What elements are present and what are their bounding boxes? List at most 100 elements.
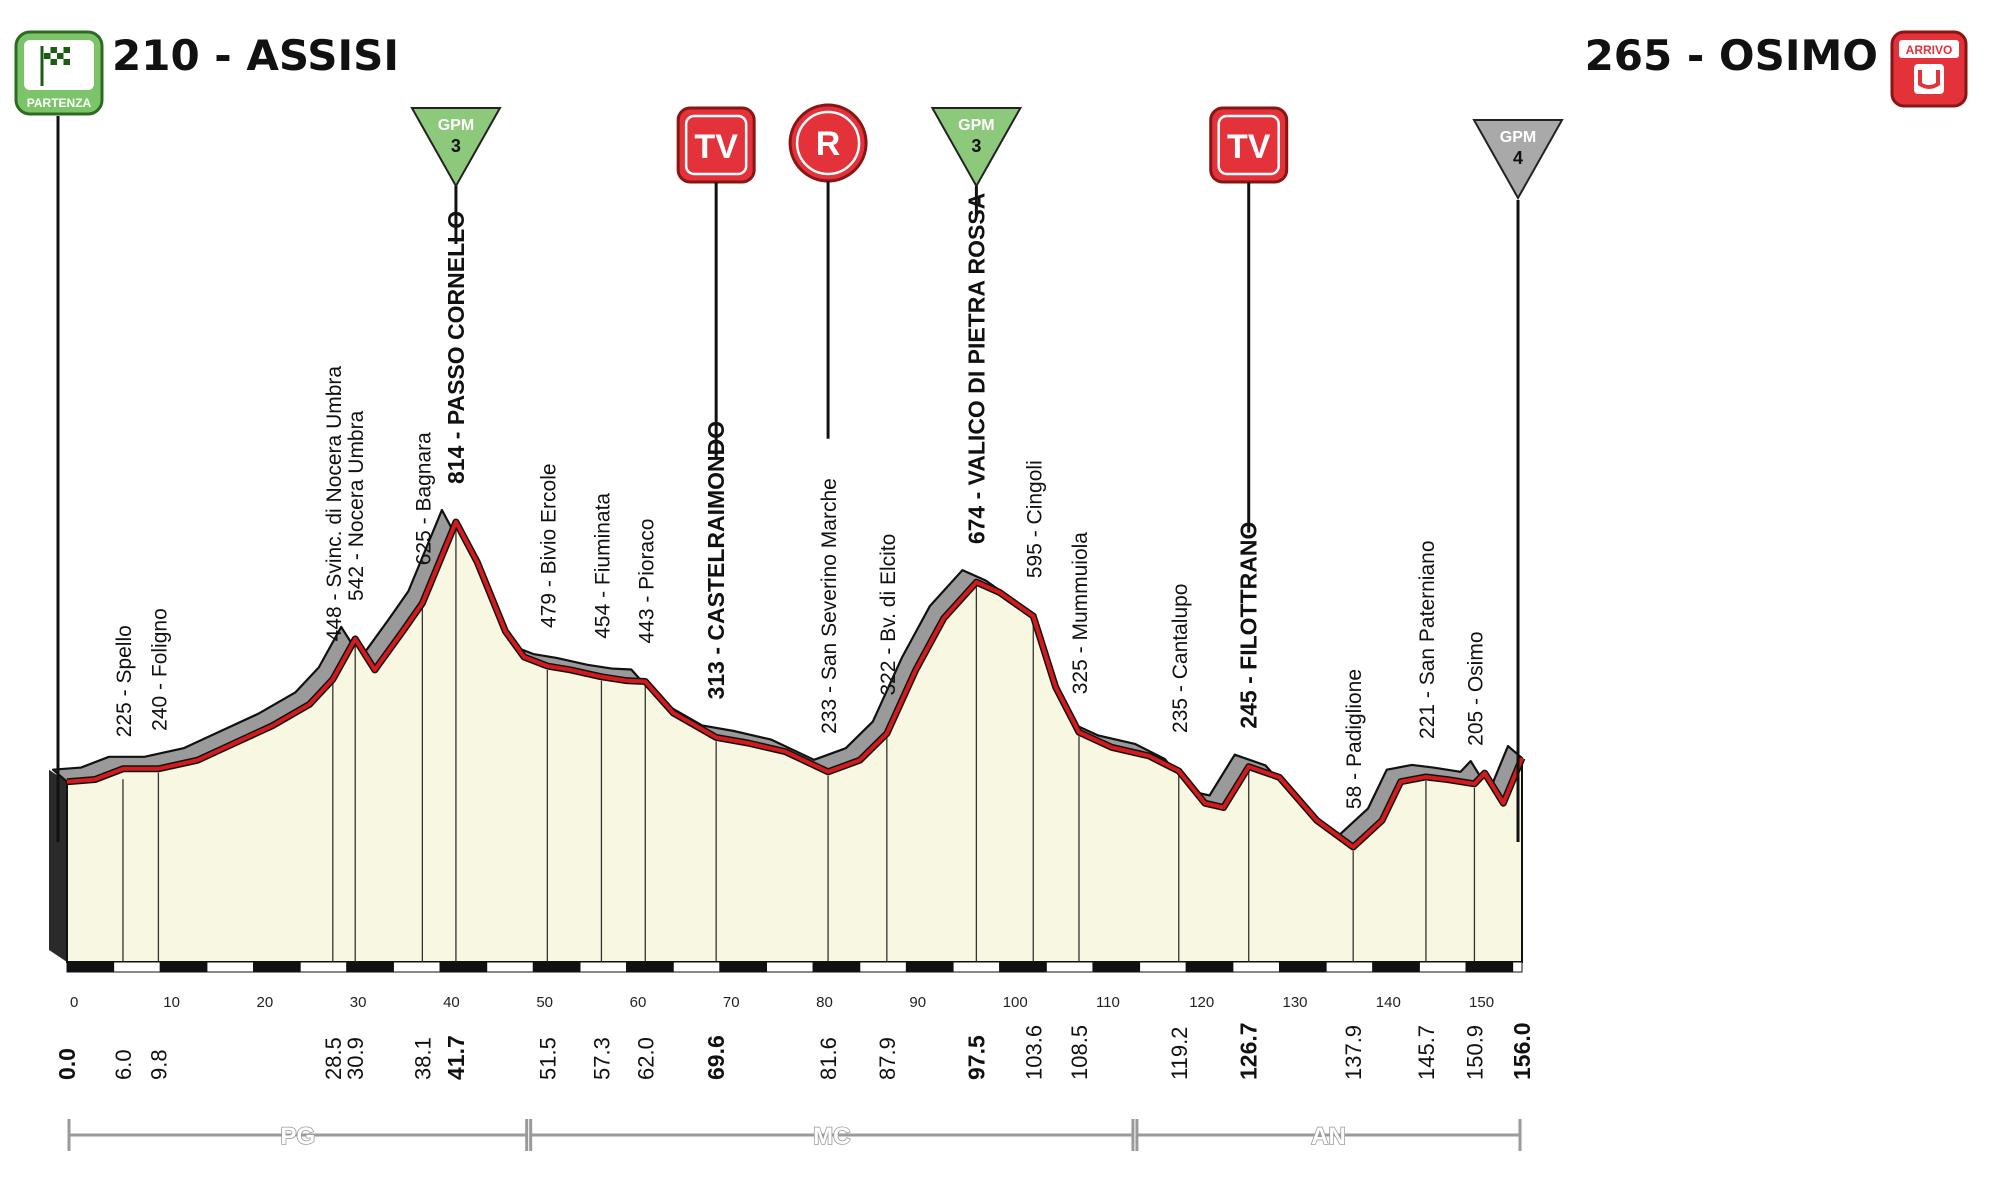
scale-bar-segment [1092, 961, 1141, 973]
x-tick-label: 150 [1469, 994, 1494, 1011]
km-label: 51.5 [535, 1037, 560, 1080]
scale-bar-segment [1465, 961, 1514, 973]
km-label: 38.1 [410, 1037, 435, 1080]
scale-bar-segment [253, 961, 301, 973]
scale-bar-segment [812, 961, 861, 973]
tv-badge-frame [1217, 114, 1280, 176]
km-label: 87.9 [875, 1037, 900, 1080]
waypoint-label: 245 - FILOTTRANO [1236, 522, 1262, 729]
scale-bar-segment [1185, 961, 1234, 973]
x-tick-label: 120 [1189, 994, 1214, 1011]
x-tick-label: 140 [1376, 994, 1401, 1011]
km-label: 9.8 [146, 1049, 171, 1080]
gpm-category: 3 [971, 136, 981, 156]
km-label: 81.6 [816, 1037, 841, 1080]
scale-bar-segment [1325, 961, 1374, 973]
km-label: 0.0 [54, 1048, 80, 1080]
gpm-triangle-icon [1472, 119, 1564, 201]
x-tick-label: 20 [257, 994, 274, 1011]
km-label: 145.7 [1414, 1025, 1439, 1080]
km-label: 28.5 [321, 1037, 346, 1080]
tv-label: TV [1227, 128, 1271, 166]
waypoint-label: 235 - Cantalupo [1169, 583, 1192, 732]
scale-bar-segment [766, 961, 814, 973]
waypoint-label: 595 - Cingoli [1023, 460, 1046, 578]
scale-bar-segment [346, 961, 394, 973]
x-tick-label: 80 [816, 994, 833, 1011]
gpm-label: GPM [438, 117, 474, 134]
elevation-profile: 0 10 20 30 40 50 60 70 80 90 100 110 120 130 140 150 0.0… [49, 116, 1535, 1151]
km-label: 69.6 [703, 1035, 729, 1080]
gpm-label: GPM [1500, 129, 1536, 146]
km-label: 137.9 [1341, 1025, 1366, 1080]
x-tick-label: 60 [630, 994, 647, 1011]
x-tick-label: 50 [536, 994, 553, 1011]
x-tick-label: 90 [909, 994, 926, 1011]
km-label: 6.0 [111, 1049, 136, 1080]
x-tick-label: 40 [443, 994, 460, 1011]
gpm-triangle-icon [930, 107, 1023, 189]
refreshment-badge-ring [795, 110, 861, 176]
scale-bar-segment [1139, 961, 1187, 973]
scale-bar-segment [486, 961, 534, 973]
waypoint-label: 58 - Padiglione [1343, 669, 1366, 809]
scale-bar-segment [672, 961, 721, 973]
scale-bar-segment [113, 961, 161, 973]
x-tick-label: 110 [1096, 994, 1120, 1011]
scale-bar-segment [579, 961, 628, 973]
start-badge-label: PARTENZA [27, 96, 92, 110]
waypoint-label: 313 - CASTELRAIMONDO [703, 421, 729, 700]
km-label: 108.5 [1067, 1025, 1092, 1080]
km-label: 57.3 [589, 1037, 614, 1080]
x-tick-label: 70 [723, 994, 740, 1011]
province-label: PG [280, 1123, 315, 1150]
tv-label: TV [694, 128, 738, 166]
route-line [66, 519, 1524, 850]
waypoint-label: 443 - Pioraco [635, 519, 658, 644]
waypoint-label: 233 - San Severino Marche [818, 478, 841, 734]
x-tick-label: 100 [1003, 994, 1028, 1011]
km-label: 41.7 [443, 1035, 469, 1080]
scale-bar-segment [1512, 961, 1523, 973]
scale-bar-segment [532, 961, 581, 973]
scale-bar-segment [1418, 961, 1467, 973]
scale-bar-segment [299, 961, 348, 973]
waypoint-label: 542 - Nocera Umbra [345, 410, 368, 601]
x-tick-label: 0 [70, 994, 78, 1011]
waypoint-label: 674 - VALICO DI PIETRA ROSSA [963, 193, 989, 544]
start-title: 210 - ASSISI [112, 31, 399, 80]
gpm-category: 4 [1513, 148, 1523, 168]
scale-bar-segment [1279, 961, 1327, 973]
scale-bar-segment [1232, 961, 1280, 973]
province-label: AN [1311, 1123, 1346, 1150]
gpm-category: 3 [451, 136, 461, 156]
finish-badge: ARRIVO [1890, 30, 1968, 108]
waypoint-label: 448 - Svinc. di Nocera Umbra [323, 366, 346, 642]
province-label: MC [813, 1123, 850, 1150]
finish-badge-label: ARRIVO [1906, 43, 1953, 57]
finish-line-icon [1914, 64, 1944, 94]
gpm-triangle-icon [410, 107, 502, 189]
waypoint-label: 814 - PASSO CORNELLO [443, 211, 469, 484]
start-badge: PARTENZA [14, 30, 104, 116]
scale-bar-segment [392, 961, 441, 973]
x-tick-label: 30 [350, 994, 367, 1011]
finish-title: 265 - OSIMO [1585, 31, 1878, 80]
refreshment-label: R [816, 125, 841, 163]
scale-bar-segment [905, 961, 954, 973]
scale-bar-segment [1372, 961, 1420, 973]
profile-side-face [49, 769, 67, 962]
km-label: 126.7 [1236, 1022, 1262, 1080]
waypoint-label: 225 - Spello [113, 625, 136, 737]
km-label: 156.0 [1509, 1022, 1535, 1080]
waypoint-label: 240 - Foligno [148, 608, 171, 731]
gpm-label: GPM [958, 117, 994, 134]
km-label: 119.2 [1167, 1027, 1192, 1080]
scale-bar-segment [66, 961, 115, 973]
km-label: 30.9 [343, 1037, 368, 1080]
scale-bar-segment [952, 961, 1001, 973]
scale-bar-segment [719, 961, 768, 973]
km-label: 62.0 [633, 1037, 658, 1080]
km-label: 97.5 [963, 1035, 989, 1080]
